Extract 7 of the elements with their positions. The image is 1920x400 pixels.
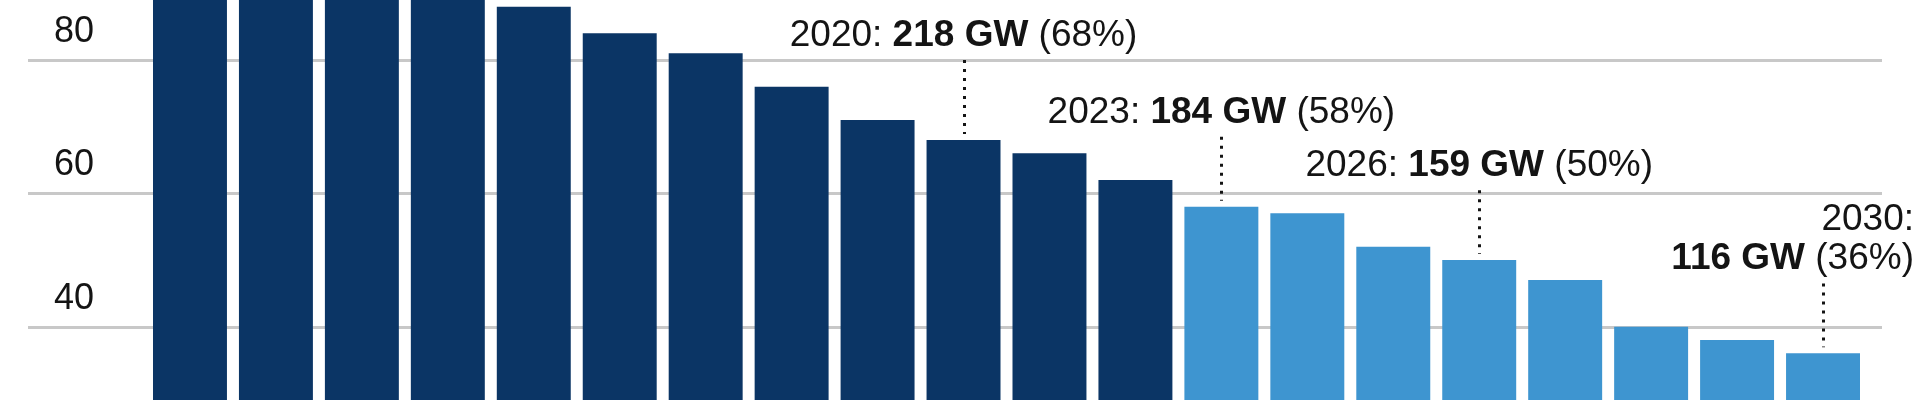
annotation: 2026: 159 GW (50%): [1305, 143, 1654, 184]
y-tick-label: 80: [53, 8, 94, 50]
annotation: 2030: 116 GW (36%): [1671, 197, 1915, 278]
y-tick-label: 60: [53, 142, 94, 184]
annotation: 2023: 184 GW (58%): [1047, 89, 1396, 131]
y-tick-label: 40: [53, 275, 94, 317]
annotation: 2020: 218 GW (68%): [789, 12, 1138, 54]
